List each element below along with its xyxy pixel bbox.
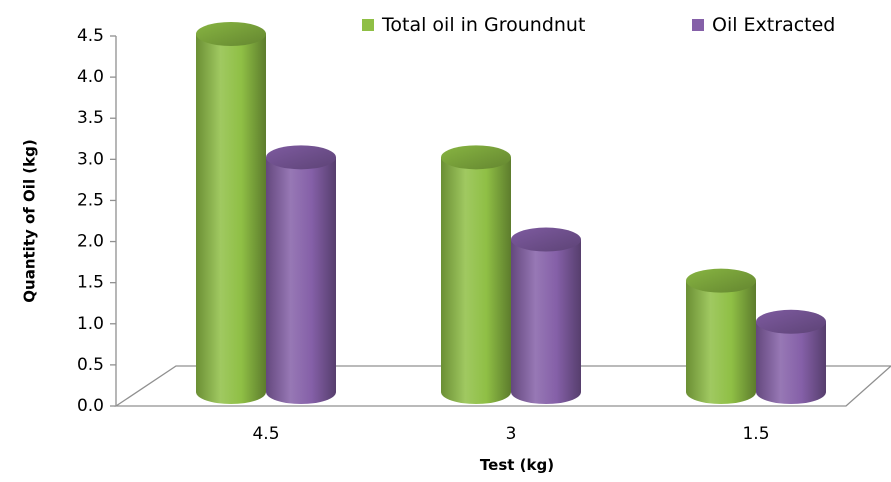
y-axis-tick-labels: 0.0 0.5 1.0 1.5 2.0 2.5 3.0 3.5 4.0 4.5 bbox=[77, 26, 104, 416]
y-axis-title: Quantity of Oil (kg) bbox=[21, 139, 39, 302]
y-tick-label-5: 2.5 bbox=[77, 190, 104, 210]
y-tick-label-1: 0.5 bbox=[77, 355, 104, 375]
x-axis-tick-labels: 4.5 3 1.5 bbox=[252, 424, 769, 444]
bar-total-oil-in-groundnut-1-5 bbox=[686, 268, 756, 404]
y-tick-label-6: 3.0 bbox=[77, 149, 104, 169]
x-tick-label-3: 3 bbox=[506, 424, 517, 444]
bar-total-oil-in-groundnut-4-5 bbox=[196, 22, 266, 404]
bar-oil-extracted-3 bbox=[511, 227, 581, 404]
x-axis-title: Test (kg) bbox=[480, 456, 554, 474]
y-tick-label-2: 1.0 bbox=[77, 314, 104, 334]
y-tick-label-3: 1.5 bbox=[77, 273, 104, 293]
y-tick-label-8: 4.0 bbox=[77, 67, 104, 87]
legend-label-total-oil: Total oil in Groundnut bbox=[381, 14, 585, 36]
y-tick-label-4: 2.0 bbox=[77, 232, 104, 252]
bars bbox=[196, 22, 826, 404]
legend-label-oil-extracted: Oil Extracted bbox=[712, 14, 835, 36]
y-tick-label-9: 4.5 bbox=[77, 26, 104, 46]
y-axis-ticks bbox=[110, 35, 116, 407]
y-tick-label-7: 3.5 bbox=[77, 108, 104, 128]
legend-swatch-total-oil bbox=[362, 19, 374, 31]
legend: Total oil in Groundnut Oil Extracted bbox=[362, 14, 835, 36]
bar-oil-extracted-1-5 bbox=[756, 309, 826, 404]
x-tick-label-4-5: 4.5 bbox=[252, 424, 279, 444]
bar-total-oil-in-groundnut-3 bbox=[441, 145, 511, 404]
bar-oil-extracted-4-5 bbox=[266, 145, 336, 404]
x-tick-label-1-5: 1.5 bbox=[742, 424, 769, 444]
legend-swatch-oil-extracted bbox=[692, 19, 704, 31]
y-tick-label-0: 0.0 bbox=[77, 396, 104, 416]
